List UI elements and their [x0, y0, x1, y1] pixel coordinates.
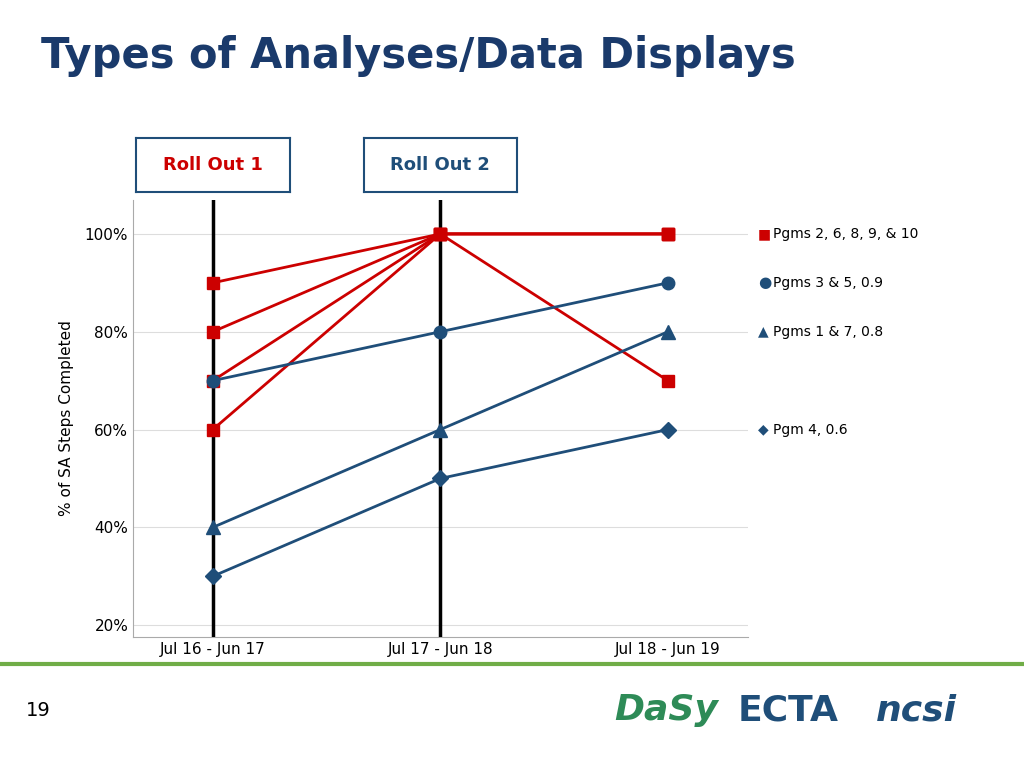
Text: ECTA: ECTA — [737, 694, 839, 727]
Text: Roll Out 2: Roll Out 2 — [390, 156, 490, 174]
Text: 19: 19 — [26, 701, 50, 720]
Text: ncsi: ncsi — [876, 694, 956, 727]
Text: Types of Analyses/Data Displays: Types of Analyses/Data Displays — [41, 35, 796, 77]
Text: ◆: ◆ — [758, 422, 768, 436]
Text: Roll Out 1: Roll Out 1 — [163, 156, 263, 174]
Text: Pgms 3 & 5, 0.9: Pgms 3 & 5, 0.9 — [773, 276, 883, 290]
Text: Pgms 1 & 7, 0.8: Pgms 1 & 7, 0.8 — [773, 325, 884, 339]
Y-axis label: % of SA Steps Completed: % of SA Steps Completed — [58, 320, 74, 517]
Text: DaSy: DaSy — [614, 694, 718, 727]
Text: ■: ■ — [758, 227, 771, 241]
Text: Pgm 4, 0.6: Pgm 4, 0.6 — [773, 422, 848, 436]
Text: Pgms 2, 6, 8, 9, & 10: Pgms 2, 6, 8, 9, & 10 — [773, 227, 919, 241]
Text: ●: ● — [758, 276, 771, 290]
Text: ▲: ▲ — [758, 325, 768, 339]
